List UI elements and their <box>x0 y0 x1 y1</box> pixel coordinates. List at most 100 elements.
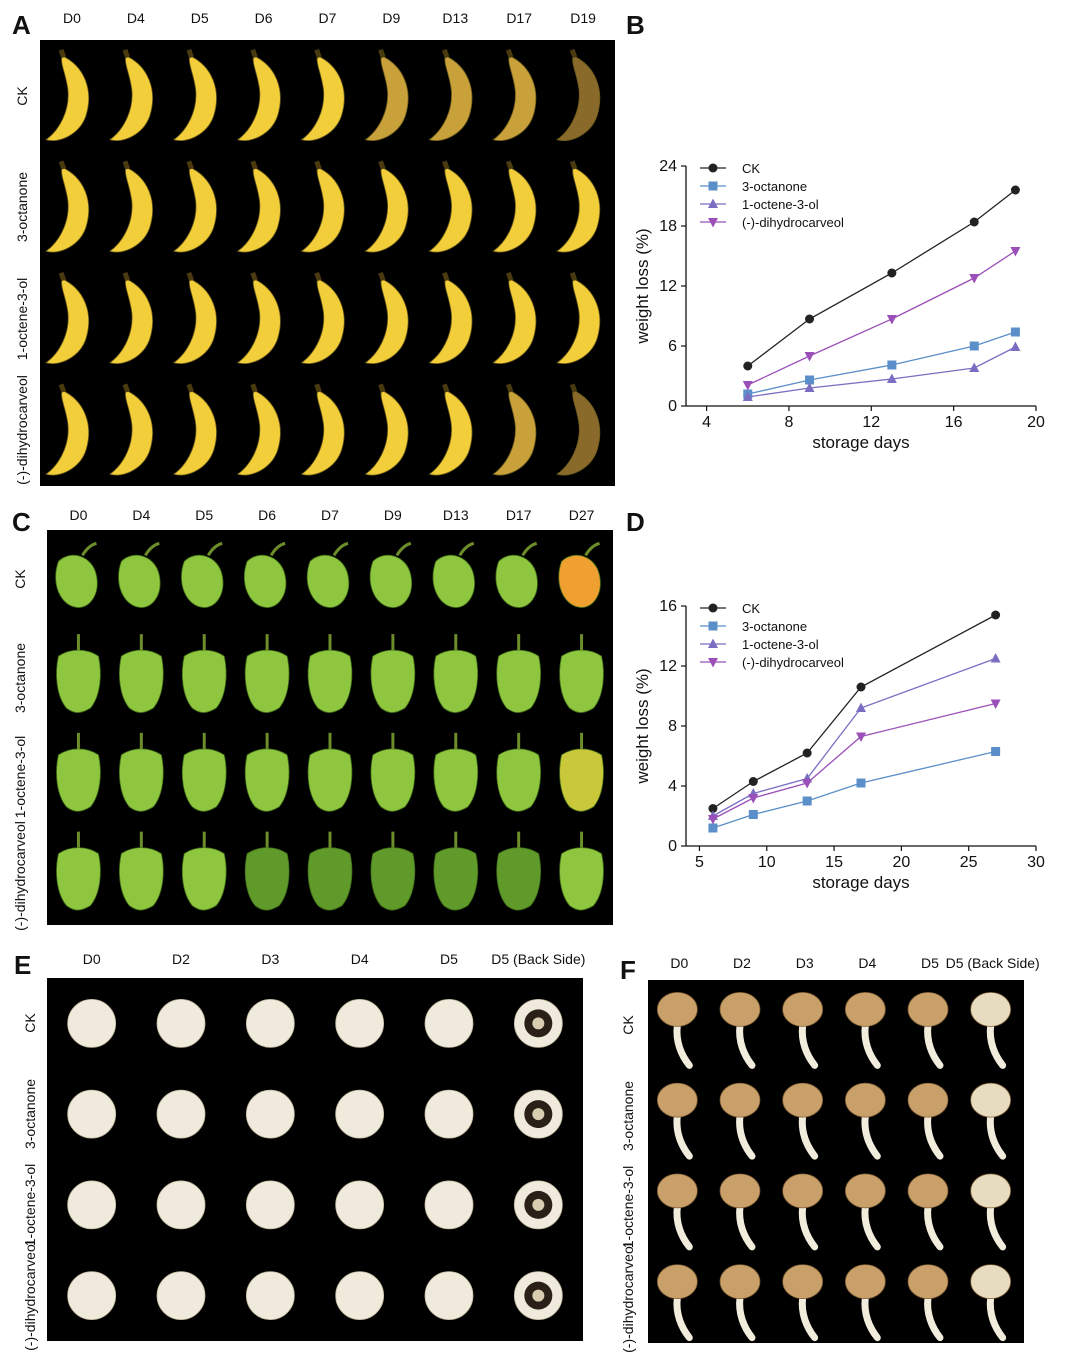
enoki-mushroom-photo <box>782 1264 824 1342</box>
column-label: D2 <box>172 951 190 967</box>
row-label: (-)-dihydrocarveol <box>22 1240 38 1351</box>
column-label: D0 <box>670 955 689 971</box>
legend-label: 1-octene-3-ol <box>742 197 819 212</box>
pepper-photo <box>119 634 164 714</box>
data-point <box>991 610 1001 620</box>
enoki-mushroom-photo <box>844 1173 886 1251</box>
banana-photo <box>428 160 473 253</box>
data-point <box>886 373 897 383</box>
x-tick-label: 12 <box>862 414 880 431</box>
data-point <box>802 748 812 758</box>
pepper-photo <box>496 732 541 812</box>
data-point <box>990 653 1001 663</box>
pepper-photo <box>56 732 101 812</box>
pepper-photo <box>433 732 479 812</box>
y-tick-label: 8 <box>668 718 677 735</box>
enoki-mushroom-photo <box>907 1082 949 1160</box>
enoki-mushroom-photo <box>844 1082 886 1160</box>
panel-letter-a: A <box>12 10 31 40</box>
legend-marker <box>708 621 718 631</box>
button-mushroom-photo <box>424 998 474 1048</box>
pepper-photo <box>306 541 350 608</box>
pepper-photo <box>56 634 101 714</box>
pepper-photo <box>307 732 353 812</box>
column-label: D0 <box>62 10 81 26</box>
pepper-photo <box>558 541 601 608</box>
enoki-mushroom-photo <box>782 1082 824 1160</box>
y-tick-label: 18 <box>659 218 677 235</box>
banana-photo <box>300 160 345 253</box>
column-label: D3 <box>795 955 814 971</box>
enoki-mushroom-photo <box>656 991 698 1069</box>
column-label: D13 <box>442 507 469 523</box>
pepper-photo <box>496 634 541 714</box>
pepper-photo <box>118 541 161 608</box>
y-tick-label: 16 <box>659 598 677 615</box>
banana-photo <box>492 383 537 476</box>
column-label: D7 <box>318 10 337 26</box>
button-mushroom-photo <box>513 1089 563 1139</box>
button-mushroom-photo <box>245 998 295 1048</box>
banana-photo <box>492 48 537 142</box>
enoki-mushroom-photo <box>907 1173 949 1251</box>
data-point <box>708 804 718 813</box>
data-point <box>969 341 979 351</box>
pepper-photo <box>181 831 227 911</box>
legend-label: 3-octanone <box>742 619 807 634</box>
legend-marker <box>708 638 718 648</box>
x-tick-label: 10 <box>758 854 776 871</box>
data-point <box>802 796 812 806</box>
button-mushroom-photo <box>513 1180 563 1230</box>
banana-photo <box>428 383 473 476</box>
enoki-mushroom-photo <box>844 1264 886 1342</box>
pepper-photo <box>119 831 164 911</box>
legend-marker <box>708 603 718 613</box>
pepper-photo <box>370 831 416 911</box>
pepper-photo <box>244 831 290 911</box>
enoki-mushroom-photo <box>656 1173 698 1251</box>
row-label: 1-octene-3-ol <box>12 735 28 819</box>
legend-label: (-)-dihydrocarveol <box>742 215 844 230</box>
button-mushroom-photo <box>156 1271 206 1321</box>
enoki-mushroom-photo <box>719 991 761 1069</box>
enoki-mushroom-photo <box>656 1082 698 1160</box>
row-label: CK <box>620 1015 636 1036</box>
column-label: D5 (Back Side) <box>945 955 1040 971</box>
enoki-mushroom-photo <box>907 1264 949 1342</box>
row-label: 3-octanone <box>14 172 30 243</box>
legend-label: CK <box>742 601 760 616</box>
pepper-photo <box>559 732 604 812</box>
x-tick-label: 25 <box>960 854 978 871</box>
row-label: 3-octanone <box>12 643 28 714</box>
button-mushroom-photo <box>424 1180 474 1230</box>
y-tick-label: 12 <box>659 658 677 675</box>
pepper-photo <box>433 831 479 911</box>
pepper-photo <box>243 541 287 608</box>
series-line <box>747 331 1016 395</box>
column-label: D4 <box>132 507 151 523</box>
x-tick-label: 8 <box>784 414 793 431</box>
pepper-photo <box>559 634 604 714</box>
column-label: D2 <box>733 955 751 971</box>
banana-photo <box>236 271 281 365</box>
data-point <box>802 779 813 789</box>
data-point <box>742 391 753 401</box>
column-label: D9 <box>382 10 401 26</box>
data-point <box>887 268 897 278</box>
button-mushroom-photo <box>513 1271 563 1321</box>
banana-photo <box>108 271 153 365</box>
banana-photo <box>172 383 217 476</box>
enoki-mushroom-photo <box>907 991 949 1069</box>
data-point <box>990 699 1001 709</box>
x-tick-label: 4 <box>702 414 711 431</box>
button-mushroom-photo <box>156 1089 206 1139</box>
y-tick-label: 4 <box>668 778 677 795</box>
banana-photo <box>236 160 281 253</box>
banana-photo <box>556 160 601 253</box>
button-mushroom-photo <box>156 1180 206 1230</box>
data-point <box>748 810 758 819</box>
y-tick-label: 12 <box>659 278 677 295</box>
enoki-mushroom-photo <box>970 1173 1012 1251</box>
row-label: CK <box>14 86 30 106</box>
row-label: CK <box>12 569 28 590</box>
